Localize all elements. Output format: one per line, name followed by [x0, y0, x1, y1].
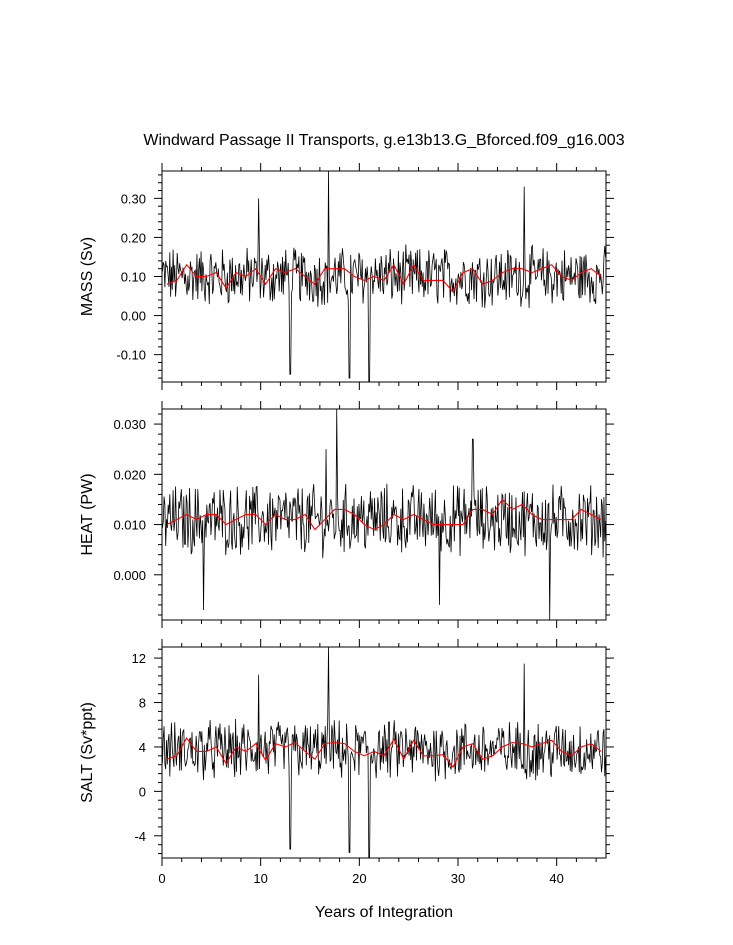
x-tick-label: 0 [158, 871, 165, 886]
panel-salt: 0 10 20 30 40 -4 0 4 8 12 SALT (Sv*ppt) [79, 639, 614, 886]
series-salt-annual-mean [166, 737, 602, 768]
y-tick-label: 0.010 [113, 518, 146, 533]
x-tick-label: 10 [253, 871, 267, 886]
y-tick-label: -4 [134, 829, 146, 844]
y-tick-label: 0.20 [121, 230, 146, 245]
series-heat-annual-mean [166, 498, 602, 531]
y-tick-label: 0.10 [121, 270, 146, 285]
x-tick-label: 40 [549, 871, 563, 886]
series-mass-annual-mean [166, 263, 602, 294]
y-tick-label: 4 [139, 740, 146, 755]
y-tick-label: 0.020 [113, 467, 146, 482]
x-axis-label: Years of Integration [315, 904, 453, 921]
y-tick-label: 0.00 [121, 309, 146, 324]
series-heat-monthly [162, 409, 606, 620]
y-tick-label: 0.030 [113, 417, 146, 432]
y-tick-label: -0.10 [116, 348, 146, 363]
panels: -0.10 0.00 0.10 0.20 0.30 MASS (Sv) 0.000 0.010… [79, 163, 614, 886]
y-tick-label: 8 [139, 696, 146, 711]
y-axis-label-mass: MASS (Sv) [79, 237, 96, 316]
panel-heat: 0.000 0.010 0.020 0.030 HEAT (PW) [79, 401, 614, 628]
figure-title: Windward Passage II Transports, g.e13b13… [143, 132, 624, 149]
panel-mass: -0.10 0.00 0.10 0.20 0.30 MASS (Sv) [79, 163, 614, 390]
y-axis-label-salt: SALT (Sv*ppt) [79, 702, 96, 803]
x-tick-label: 30 [451, 871, 465, 886]
y-tick-label: 0 [139, 784, 146, 799]
y-tick-label: 0.000 [113, 568, 146, 583]
series-mass-monthly [162, 171, 606, 382]
x-tick-label: 20 [352, 871, 366, 886]
y-tick-label: 0.30 [121, 191, 146, 206]
y-tick-label: 12 [132, 651, 146, 666]
y-axis-label-heat: HEAT (PW) [79, 473, 96, 555]
plot-frame [161, 646, 607, 859]
series-salt-monthly [162, 647, 606, 858]
